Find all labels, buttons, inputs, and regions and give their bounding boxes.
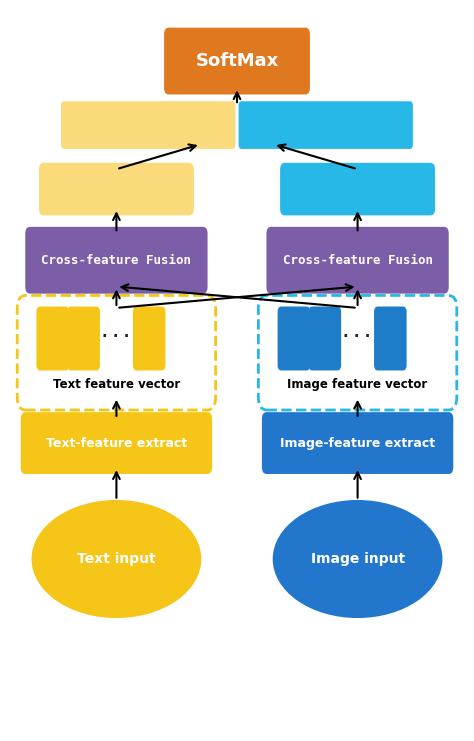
- Text: SoftMax: SoftMax: [195, 52, 279, 70]
- Ellipse shape: [273, 501, 442, 617]
- Text: Cross-feature Fusion: Cross-feature Fusion: [41, 253, 191, 267]
- Text: Text input: Text input: [77, 552, 156, 566]
- FancyBboxPatch shape: [267, 228, 447, 293]
- Text: Image-feature extract: Image-feature extract: [280, 436, 435, 450]
- Text: · · ·: · · ·: [343, 329, 370, 344]
- FancyBboxPatch shape: [375, 308, 406, 370]
- FancyBboxPatch shape: [239, 102, 412, 148]
- FancyBboxPatch shape: [310, 308, 340, 370]
- FancyBboxPatch shape: [279, 308, 309, 370]
- FancyBboxPatch shape: [37, 308, 68, 370]
- Ellipse shape: [32, 501, 201, 617]
- FancyBboxPatch shape: [68, 308, 99, 370]
- FancyBboxPatch shape: [134, 308, 164, 370]
- FancyBboxPatch shape: [281, 164, 434, 214]
- Text: Image feature vector: Image feature vector: [287, 378, 428, 391]
- FancyBboxPatch shape: [27, 228, 207, 293]
- FancyBboxPatch shape: [263, 413, 452, 473]
- Text: · · ·: · · ·: [102, 329, 129, 344]
- FancyBboxPatch shape: [165, 29, 309, 93]
- Text: Image input: Image input: [310, 552, 405, 566]
- FancyBboxPatch shape: [62, 102, 235, 148]
- Text: Text feature vector: Text feature vector: [53, 378, 180, 391]
- FancyBboxPatch shape: [40, 164, 193, 214]
- Text: Text-feature extract: Text-feature extract: [46, 436, 187, 450]
- FancyBboxPatch shape: [22, 413, 211, 473]
- Text: Cross-feature Fusion: Cross-feature Fusion: [283, 253, 433, 267]
